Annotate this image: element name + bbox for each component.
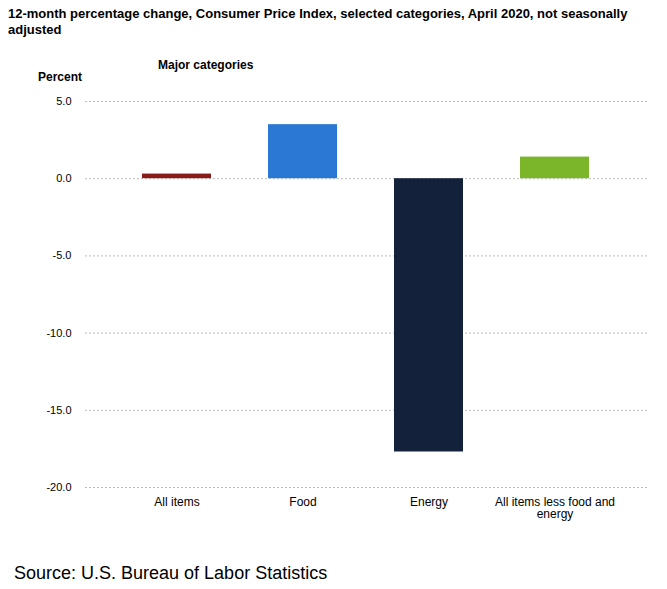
svg-text:0.0: 0.0 xyxy=(56,172,71,184)
svg-text:-20.0: -20.0 xyxy=(46,481,71,493)
svg-text:5.0: 5.0 xyxy=(56,95,71,107)
html-text:Source: U.S. Bureau of Labor S: Source: U.S. Bureau of Labor Statistics xyxy=(14,563,328,583)
svg-text:-10.0: -10.0 xyxy=(46,327,71,339)
svg-text:All items: All items xyxy=(154,495,199,509)
svg-text:-15.0: -15.0 xyxy=(46,404,71,416)
html-text:Major categories: Major categories xyxy=(158,58,254,72)
svg-text:Food: Food xyxy=(289,495,316,509)
svg-text:Energy: Energy xyxy=(410,495,448,509)
html-text:12-month percentage change, Co: 12-month percentage change, Consumer Pri… xyxy=(8,6,628,37)
html-text:Percent: Percent xyxy=(38,70,82,84)
svg-text:All items less food andenergy: All items less food andenergy xyxy=(495,495,615,521)
svg-text:-5.0: -5.0 xyxy=(53,249,72,261)
